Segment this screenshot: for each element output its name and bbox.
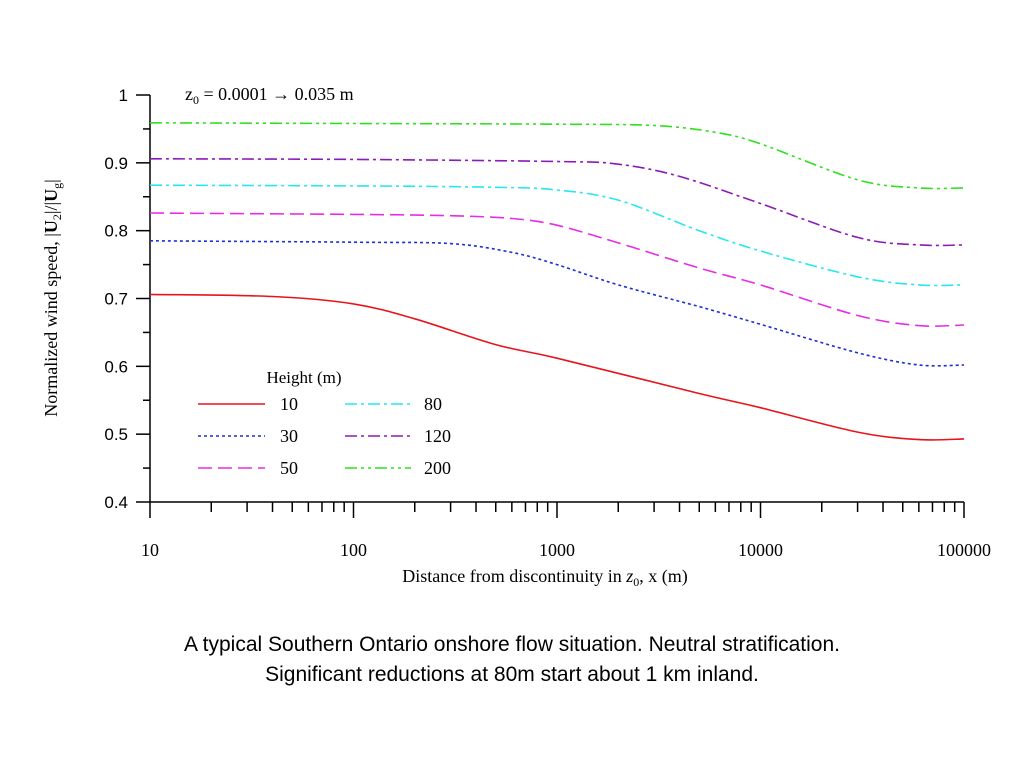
y-tick-label: 0.9 [104,154,128,173]
axes [149,95,964,503]
legend-label-80: 80 [424,394,442,414]
series-line-80 [149,184,965,287]
y-tick-label: 0.8 [104,222,128,241]
x-tick-label: 10000 [738,540,783,560]
legend-label-200: 200 [424,458,451,478]
chart-annotation: z0 = 0.0001 → 0.035 m [185,84,354,107]
y-tick-label: 0.4 [104,493,128,512]
x-axis-label: Distance from discontinuity in z0, x (m) [402,566,687,589]
y-tick-label: 0.7 [104,290,128,309]
y-tick-label: 0.5 [104,425,128,444]
ticks: 0.4 0.5 0.6 0.7 0.8 0.9 1 10 100 1000 10000 100000 [104,86,991,560]
legend-title: Height (m) [266,368,341,387]
series-line-120 [149,158,965,247]
caption-line-1: A typical Southern Ontario onshore flow … [183,633,840,656]
legend-label-10: 10 [280,394,298,414]
legend-label-50: 50 [280,458,298,478]
series-layer [149,122,965,441]
series-line-30 [149,240,965,367]
legend: Height (m) 10 30 50 80 120 200 [198,368,451,478]
y-tick-label: 0.6 [104,357,128,376]
x-tick-label: 100 [340,540,367,560]
x-tick-label: 100000 [937,540,991,560]
series-line-200 [149,122,965,190]
x-tick-label: 1000 [539,540,575,560]
y-axis-label: Normalized wind speed, |U2|/|Ug| [41,179,64,416]
x-tick-label: 10 [141,540,159,560]
series-line-10 [149,293,965,441]
series-line-50 [149,212,965,327]
legend-label-30: 30 [280,426,298,446]
caption-line-2: Significant reductions at 80m start abou… [265,663,759,686]
legend-label-120: 120 [424,426,451,446]
y-tick-label: 1 [119,86,128,105]
